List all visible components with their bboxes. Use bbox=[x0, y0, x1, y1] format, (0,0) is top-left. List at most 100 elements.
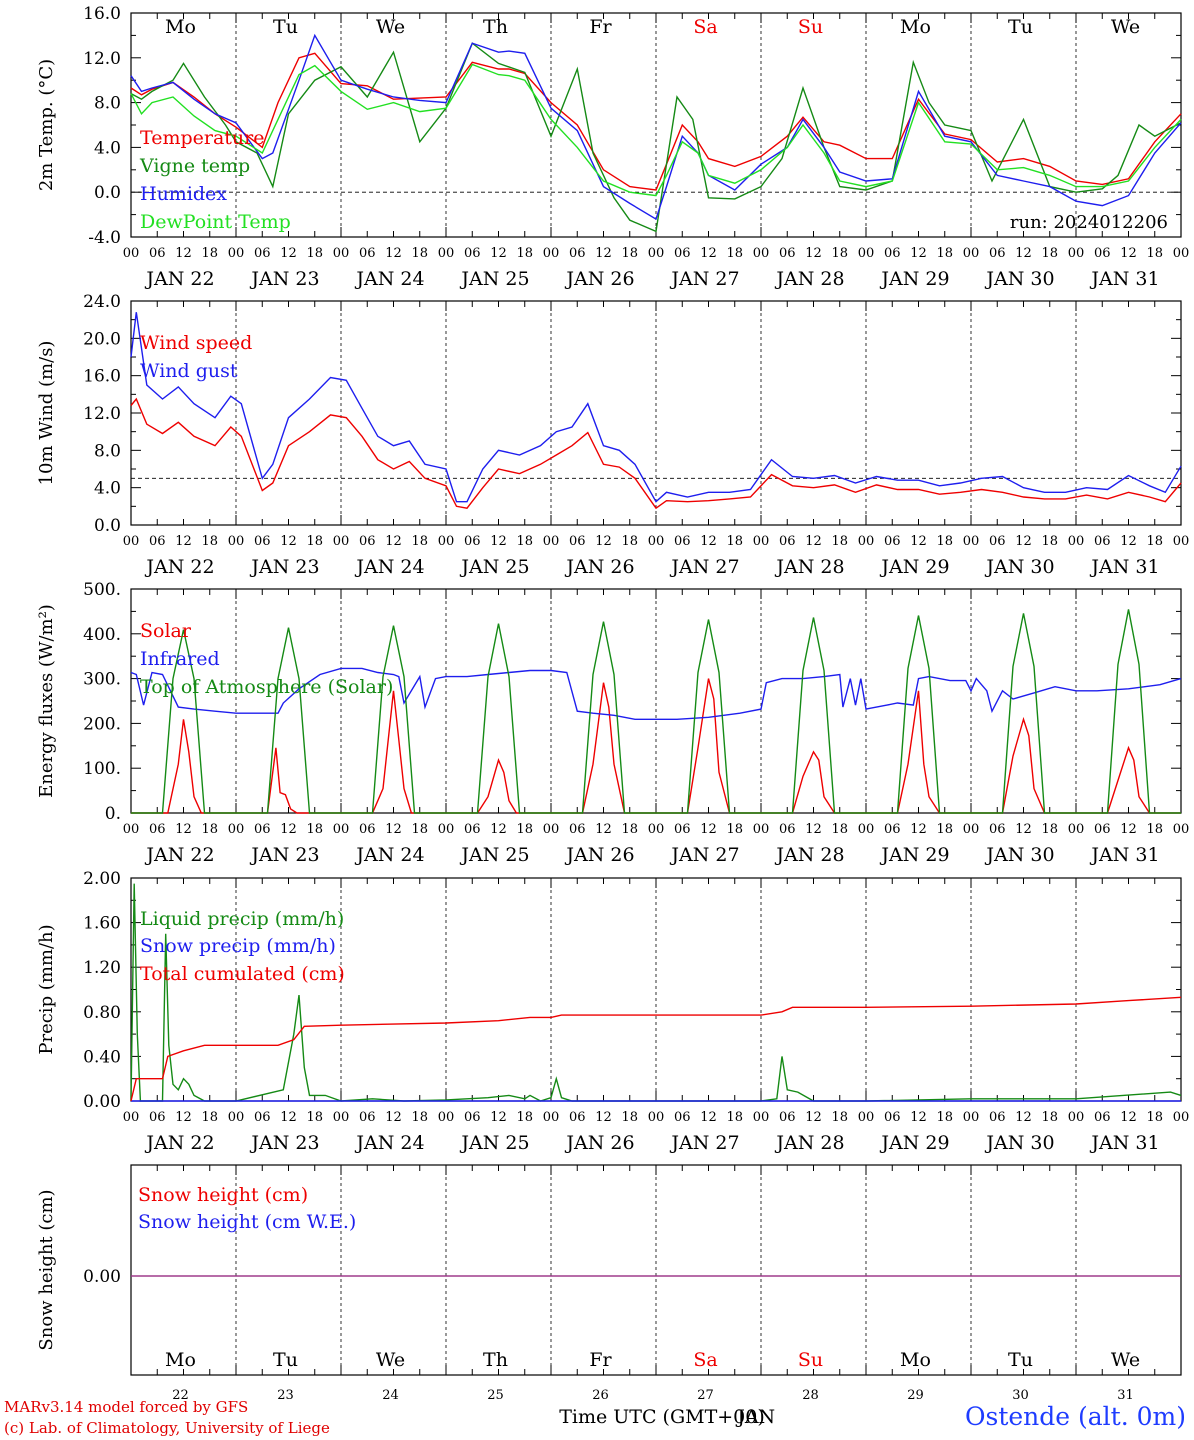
hour-label: 00 bbox=[1173, 1110, 1190, 1125]
series-total-cumulated-cm- bbox=[130, 996, 1182, 1102]
hour-label: 00 bbox=[648, 534, 665, 549]
hour-label: 00 bbox=[333, 246, 350, 261]
y-tick-label: 100. bbox=[83, 759, 121, 779]
legend-entry: DewPoint Temp bbox=[140, 211, 291, 233]
date-label: JAN 24 bbox=[354, 1132, 424, 1154]
y-tick-label: 0.00 bbox=[83, 1092, 121, 1112]
day-name-bottom: Fr bbox=[589, 1349, 612, 1371]
day-name-bottom: Mo bbox=[165, 1349, 196, 1371]
y-tick-label: 8.0 bbox=[94, 94, 121, 114]
date-label: JAN 22 bbox=[144, 1132, 214, 1154]
date-label: JAN 24 bbox=[354, 268, 424, 290]
hour-label: 12 bbox=[385, 822, 402, 837]
hour-label: 06 bbox=[464, 246, 481, 261]
day-number: 26 bbox=[592, 1388, 609, 1403]
day-number: 23 bbox=[277, 1388, 294, 1403]
hour-label: 00 bbox=[963, 1110, 980, 1125]
hour-label: 18 bbox=[936, 246, 953, 261]
date-label: JAN 29 bbox=[879, 556, 949, 578]
hour-label: 06 bbox=[149, 822, 166, 837]
y-tick-label: -4.0 bbox=[88, 228, 121, 248]
date-label: JAN 22 bbox=[144, 556, 214, 578]
date-label: JAN 27 bbox=[669, 556, 739, 578]
hour-label: 12 bbox=[700, 534, 717, 549]
hour-label: 06 bbox=[989, 1110, 1006, 1125]
hour-label: 06 bbox=[359, 534, 376, 549]
date-label: JAN 22 bbox=[144, 844, 214, 866]
date-label: JAN 31 bbox=[1089, 268, 1159, 290]
hour-label: 18 bbox=[201, 822, 218, 837]
station-name: Ostende (alt. 0m) bbox=[965, 1402, 1186, 1431]
hour-label: 12 bbox=[910, 1110, 927, 1125]
hour-label: 06 bbox=[1094, 534, 1111, 549]
hour-label: 12 bbox=[490, 1110, 507, 1125]
date-label: JAN 28 bbox=[774, 844, 844, 866]
date-label: JAN 30 bbox=[984, 268, 1054, 290]
day-name-bottom: Th bbox=[483, 1349, 508, 1371]
date-label: JAN 27 bbox=[669, 268, 739, 290]
lab-credit: (c) Lab. of Climatology, University of L… bbox=[4, 1419, 330, 1437]
y-tick-label: 0.0 bbox=[94, 516, 121, 536]
hour-label: 00 bbox=[858, 534, 875, 549]
series-wind-gust bbox=[130, 312, 1182, 503]
hour-label: 00 bbox=[1068, 534, 1085, 549]
series-dewpoint-temp bbox=[130, 63, 1182, 197]
hour-label: 18 bbox=[306, 822, 323, 837]
series-infrared bbox=[130, 667, 1182, 720]
hour-label: 00 bbox=[438, 1110, 455, 1125]
hour-label: 00 bbox=[543, 1110, 560, 1125]
hour-label: 00 bbox=[543, 822, 560, 837]
hour-label: 06 bbox=[989, 534, 1006, 549]
hour-label: 00 bbox=[228, 822, 245, 837]
date-label: JAN 26 bbox=[564, 268, 634, 290]
hour-label: 06 bbox=[464, 822, 481, 837]
hour-label: 18 bbox=[1146, 534, 1163, 549]
hour-label: 06 bbox=[464, 534, 481, 549]
hour-label: 06 bbox=[569, 822, 586, 837]
hour-label: 06 bbox=[674, 534, 691, 549]
hour-label: 00 bbox=[648, 1110, 665, 1125]
hour-label: 06 bbox=[254, 1110, 271, 1125]
hour-label: 12 bbox=[805, 1110, 822, 1125]
hour-label: 06 bbox=[359, 1110, 376, 1125]
date-label: JAN 28 bbox=[774, 268, 844, 290]
hour-label: 18 bbox=[831, 534, 848, 549]
hour-label: 00 bbox=[1173, 822, 1190, 837]
x-axis-title-text: Time UTC (GMT+00) bbox=[559, 1406, 765, 1428]
hour-label: 12 bbox=[280, 822, 297, 837]
y-tick-label: 1.60 bbox=[83, 914, 121, 934]
day-name-top: We bbox=[1111, 16, 1140, 38]
date-label: JAN 28 bbox=[774, 1132, 844, 1154]
run-label: run: 2024012206 bbox=[1010, 212, 1168, 233]
hour-label: 12 bbox=[175, 1110, 192, 1125]
hour-label: 18 bbox=[936, 534, 953, 549]
hour-label: 12 bbox=[1015, 246, 1032, 261]
hour-label: 06 bbox=[149, 534, 166, 549]
y-tick-label: 16.0 bbox=[83, 4, 121, 24]
y-tick-label: 0.80 bbox=[83, 1003, 121, 1023]
day-name-top: Sa bbox=[693, 16, 717, 38]
hour-label: 00 bbox=[333, 1110, 350, 1125]
hour-label: 00 bbox=[123, 246, 140, 261]
x-axis-title-overprint: JAN bbox=[737, 1406, 776, 1428]
hour-label: 00 bbox=[648, 246, 665, 261]
y-tick-label: 12.0 bbox=[83, 49, 121, 69]
legend-entry: Top of Atmosphere (Solar) bbox=[140, 676, 393, 698]
date-label: JAN 23 bbox=[249, 556, 319, 578]
day-name-top: We bbox=[376, 16, 405, 38]
hour-label: 06 bbox=[254, 534, 271, 549]
day-name-top: Su bbox=[798, 16, 823, 38]
hour-label: 12 bbox=[1120, 822, 1137, 837]
hour-label: 18 bbox=[936, 1110, 953, 1125]
hour-label: 12 bbox=[1015, 822, 1032, 837]
hour-label: 12 bbox=[595, 822, 612, 837]
y-tick-label: 300. bbox=[83, 670, 121, 690]
hour-label: 18 bbox=[411, 246, 428, 261]
hour-label: 00 bbox=[963, 822, 980, 837]
panel-2-frame bbox=[130, 588, 1182, 814]
hour-label: 12 bbox=[385, 1110, 402, 1125]
hour-label: 00 bbox=[543, 246, 560, 261]
hour-label: 00 bbox=[858, 822, 875, 837]
series-wind-speed bbox=[130, 397, 1182, 510]
